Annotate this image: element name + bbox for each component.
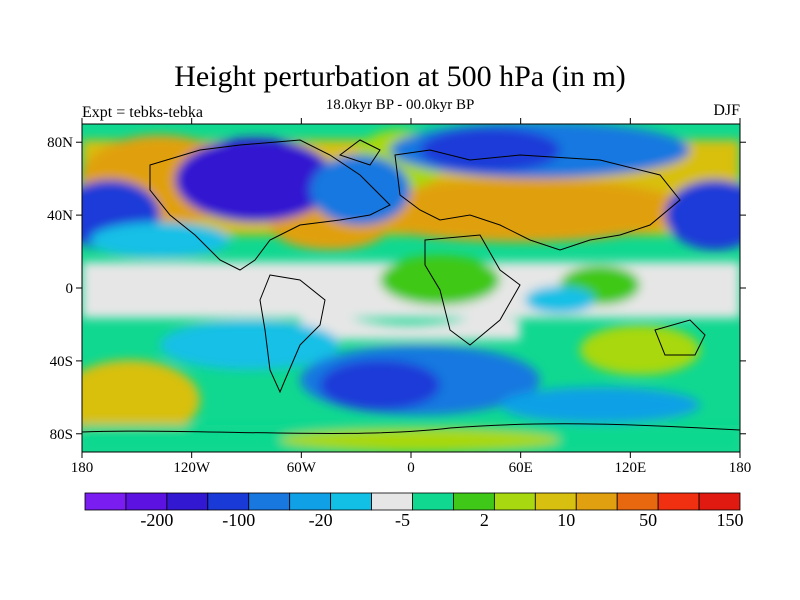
colorbar-label: 50 (639, 510, 657, 530)
latitude-axis: 80N 40N 0 40S 80S (47, 135, 746, 443)
colorbar: -200 -100 -20 -5 2 10 50 150 (84, 492, 744, 530)
colorbar-box (166, 492, 209, 511)
colorbar-box (493, 492, 536, 511)
colorbar-label: -5 (395, 510, 410, 530)
lon-tick-label: 180 (71, 460, 94, 476)
colorbar-box (575, 492, 618, 511)
colorbar-label: 10 (557, 510, 575, 530)
colorbar-box (248, 492, 291, 511)
lon-tick-label: 60E (509, 460, 533, 476)
colorbar-box (657, 492, 700, 511)
colorbar-box (616, 492, 659, 511)
height-field (82, 124, 740, 452)
lon-tick-label: 120W (173, 460, 211, 476)
colorbar-box (125, 492, 168, 511)
lon-tick-label: 180 (729, 460, 752, 476)
lat-tick-label: 80N (47, 135, 73, 151)
lat-tick-label: 40N (47, 208, 73, 224)
lat-tick-label: 80S (50, 427, 73, 443)
page-title: Height perturbation at 500 hPa (in m) (174, 60, 626, 93)
subtitle: 18.0kyr BP - 00.0kyr BP (325, 97, 475, 113)
lon-tick-label: 0 (407, 460, 415, 476)
colorbar-label: 2 (480, 510, 489, 530)
colorbar-box (698, 492, 741, 511)
colorbar-label: -100 (222, 510, 255, 530)
colorbar-box (412, 492, 454, 511)
experiment-label: Expt = tebks-tebka (82, 104, 203, 121)
colorbar-label: -20 (309, 510, 333, 530)
lon-tick-label: 120E (614, 460, 646, 476)
colorbar-label: 150 (717, 510, 744, 530)
colorbar-box (534, 492, 577, 511)
colorbar-box (289, 492, 332, 511)
lon-tick-label: 60W (287, 460, 317, 476)
lat-tick-label: 0 (66, 281, 74, 297)
colorbar-box (453, 492, 495, 511)
lat-tick-label: 40S (50, 354, 73, 370)
colorbar-box (371, 492, 413, 511)
colorbar-box (330, 492, 372, 511)
longitude-axis: 180 120W 60W 0 60E 120E 180 (71, 118, 752, 476)
season-label: DJF (713, 102, 740, 119)
colorbar-box (207, 492, 250, 511)
colorbar-label: -200 (140, 510, 173, 530)
colorbar-box (84, 492, 127, 511)
